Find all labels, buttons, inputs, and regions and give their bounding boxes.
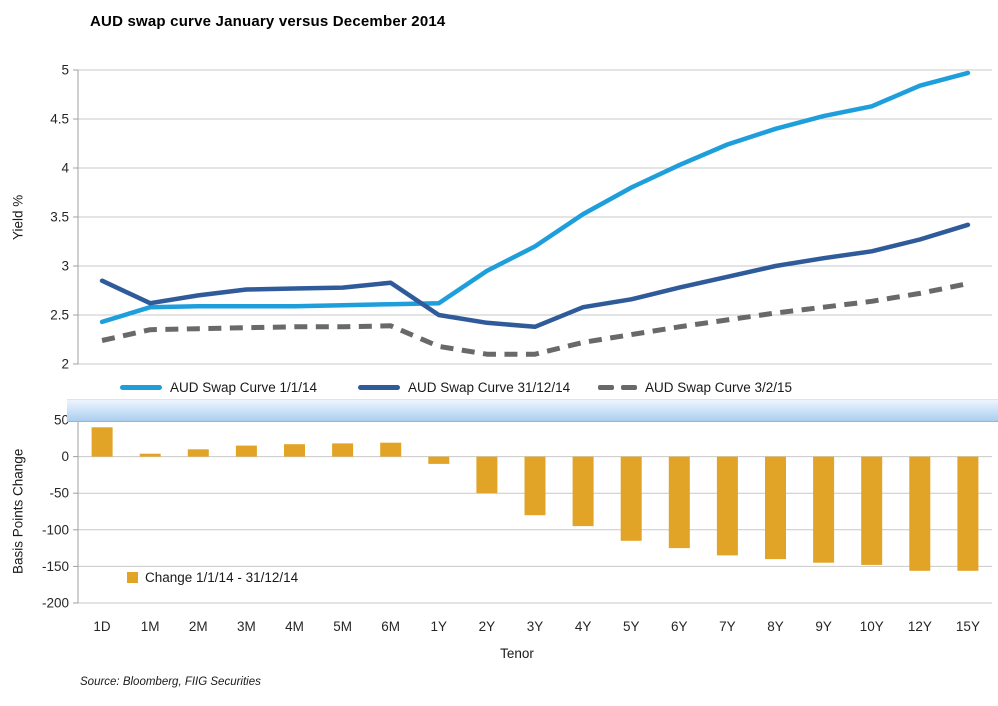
page-title: AUD swap curve January versus December 2… [90, 13, 446, 30]
legend-line-icon [358, 384, 400, 390]
legend-dash-icon [598, 384, 637, 390]
yield-axis-title: Yield % [10, 194, 26, 240]
legend-line-icon [120, 384, 162, 390]
legend-label: AUD Swap Curve 1/1/14 [170, 379, 318, 395]
legend-label: AUD Swap Curve 3/2/15 [645, 379, 793, 395]
legend-square-icon [127, 571, 138, 583]
yield-y-tick-label: 3.5 [50, 210, 69, 225]
yield-y-tick-label: 2.5 [50, 308, 69, 323]
x-tick-label: 1M [141, 619, 160, 634]
bar-1y [428, 456, 450, 464]
yield-y-tick-label: 3 [61, 259, 69, 274]
series-line-aud-swap-curve-1-1-14 [99, 70, 971, 325]
x-tick-label: 9Y [815, 619, 832, 634]
divider-band [67, 399, 998, 422]
legend-label: Change 1/1/14 - 31/12/14 [145, 569, 299, 585]
source-note: Source: Bloomberg, FIIG Securities [80, 676, 261, 688]
x-tick-label: 5Y [623, 619, 640, 634]
bar-5y [620, 456, 642, 541]
x-tick-label: 6M [381, 619, 400, 634]
bp-y-tick-label: 50 [54, 413, 69, 428]
legend-label: AUD Swap Curve 31/12/14 [408, 379, 571, 395]
bar-5m [332, 443, 354, 457]
x-tick-label: 8Y [767, 619, 784, 634]
bar-6m [380, 442, 402, 457]
bar-2m [187, 449, 209, 457]
bp-y-tick-label: -200 [42, 596, 69, 611]
x-tick-label: 3M [237, 619, 256, 634]
bar-10y [861, 456, 883, 565]
bp-change-axis-title: Basis Points Change [10, 448, 26, 575]
x-tick-label: 7Y [719, 619, 736, 634]
top-legend: AUD Swap Curve 1/1/14 AUD Swap Curve 31/… [0, 374, 998, 400]
x-tick-label: 10Y [860, 619, 884, 634]
bp-y-tick-label: 0 [61, 449, 69, 464]
bar-2y [476, 456, 498, 494]
legend-item-feb15: AUD Swap Curve 3/2/15 [598, 374, 792, 400]
bar-7y [716, 456, 738, 556]
x-tick-label: 2M [189, 619, 208, 634]
yield-y-tick-label: 4 [61, 161, 69, 176]
x-tick-label: 2Y [479, 619, 496, 634]
x-tick-label: 5M [333, 619, 352, 634]
yield-y-tick-label: 5 [61, 63, 69, 78]
x-tick-label: 1D [93, 619, 111, 634]
bar-3y [524, 456, 546, 516]
bp-y-tick-label: -100 [42, 522, 69, 537]
x-tick-label: 6Y [671, 619, 688, 634]
x-tick-label: 4Y [575, 619, 592, 634]
x-tick-label: 4M [285, 619, 304, 634]
series-line-aud-swap-curve-31-12-14 [99, 222, 971, 330]
bar-1d [91, 427, 113, 457]
x-tick-label: 12Y [908, 619, 932, 634]
bar-4y [572, 456, 594, 527]
bar-8y [765, 456, 786, 560]
tenor-axis-title: Tenor [500, 646, 534, 661]
bar-6y [668, 456, 690, 549]
yield-y-tick-label: 4.5 [50, 112, 69, 127]
bp-y-tick-label: -50 [49, 486, 69, 501]
yield-y-tick-label: 2 [61, 357, 69, 372]
legend-item-dec14: AUD Swap Curve 31/12/14 [358, 374, 570, 400]
bar-legend: Change 1/1/14 - 31/12/14 [127, 567, 298, 587]
bar-12y [909, 456, 931, 571]
bar-15y [957, 456, 979, 571]
x-tick-label: 1Y [431, 619, 448, 634]
bar-9y [813, 456, 835, 563]
legend-item-jan14: AUD Swap Curve 1/1/14 [120, 374, 317, 400]
series-line-aud-swap-curve-3-2-15 [101, 281, 969, 357]
bp-y-tick-label: -150 [42, 559, 69, 574]
bar-3m [235, 445, 257, 457]
x-tick-label: 15Y [956, 619, 980, 634]
bar-1m [139, 453, 161, 457]
x-tick-label: 3Y [527, 619, 544, 634]
bar-4m [284, 444, 305, 457]
